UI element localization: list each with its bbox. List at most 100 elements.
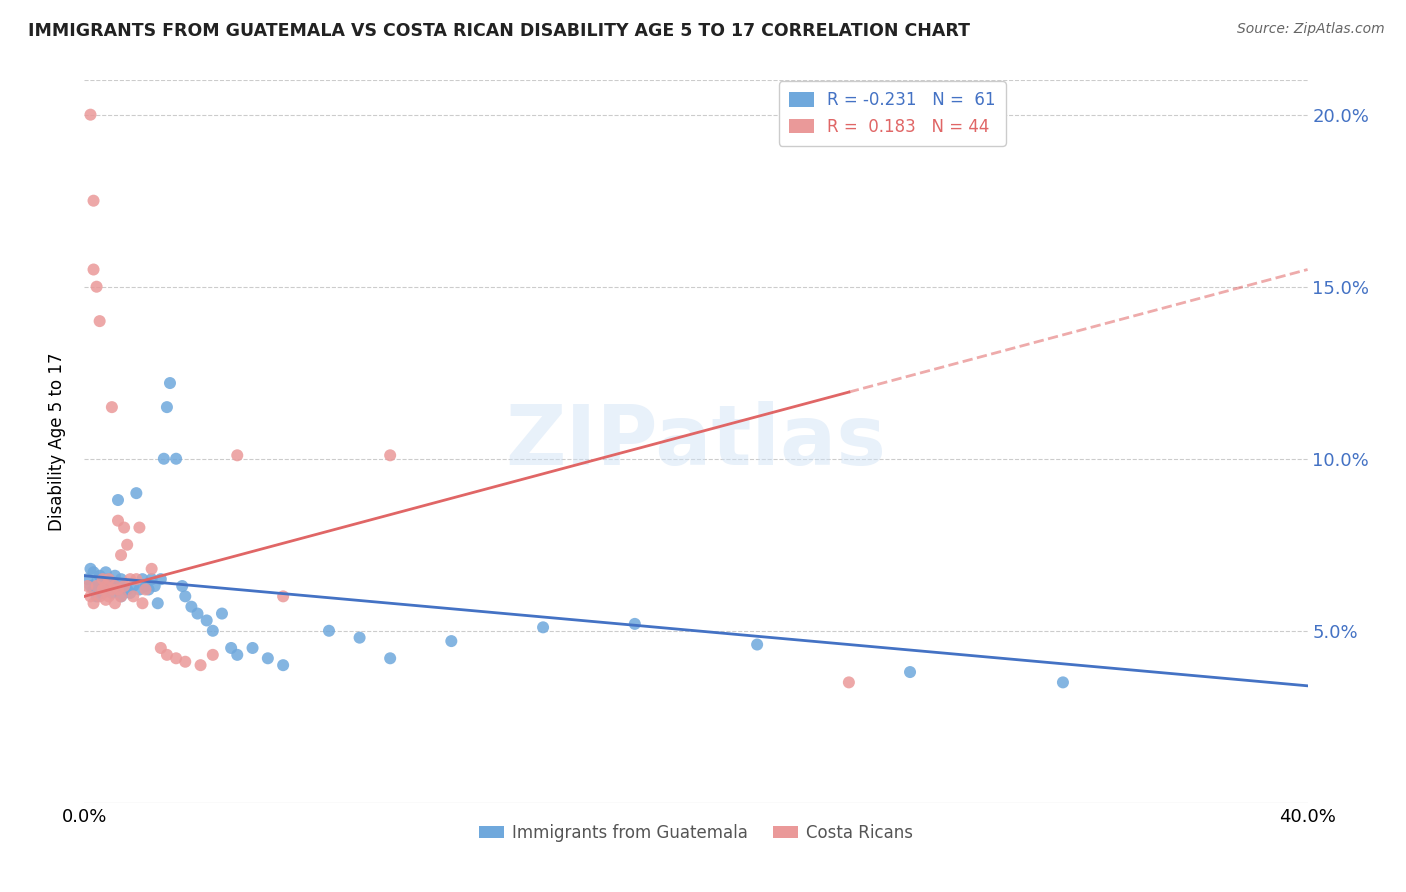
- Point: [91, 586, 114, 600]
- Point: [156, 400, 179, 414]
- Point: [79, 579, 101, 593]
- Point: [122, 590, 145, 604]
- Point: [86, 575, 108, 590]
- Point: [89, 568, 111, 582]
- Point: [898, 665, 921, 679]
- Point: [104, 579, 127, 593]
- Point: [146, 596, 169, 610]
- Point: [110, 572, 132, 586]
- Point: [86, 590, 108, 604]
- Point: [201, 624, 224, 638]
- Point: [257, 651, 280, 665]
- Point: [97, 572, 120, 586]
- Point: [349, 631, 371, 645]
- Point: [107, 493, 129, 508]
- Point: [94, 579, 117, 593]
- Point: [83, 194, 105, 208]
- Point: [195, 614, 218, 628]
- Legend: Immigrants from Guatemala, Costa Ricans: Immigrants from Guatemala, Costa Ricans: [472, 817, 920, 848]
- Point: [104, 579, 127, 593]
- Point: [107, 582, 129, 597]
- Point: [122, 579, 145, 593]
- Point: [101, 582, 124, 597]
- Point: [219, 640, 242, 655]
- Point: [89, 590, 111, 604]
- Point: [143, 579, 166, 593]
- Point: [97, 572, 120, 586]
- Point: [104, 568, 127, 582]
- Point: [156, 648, 179, 662]
- Point: [131, 572, 153, 586]
- Point: [242, 640, 264, 655]
- Point: [125, 486, 148, 500]
- Point: [83, 566, 105, 580]
- Point: [79, 562, 101, 576]
- Point: [838, 675, 860, 690]
- Point: [747, 638, 769, 652]
- Point: [624, 616, 647, 631]
- Point: [180, 599, 202, 614]
- Point: [149, 572, 172, 586]
- Point: [380, 448, 402, 462]
- Point: [128, 520, 150, 534]
- Point: [131, 596, 153, 610]
- Point: [138, 582, 160, 597]
- Point: [76, 579, 98, 593]
- Point: [110, 548, 132, 562]
- Point: [440, 634, 463, 648]
- Point: [226, 648, 249, 662]
- Text: Source: ZipAtlas.com: Source: ZipAtlas.com: [1237, 22, 1385, 37]
- Point: [89, 314, 111, 328]
- Point: [94, 579, 117, 593]
- Point: [120, 572, 142, 586]
- Point: [128, 582, 150, 597]
- Point: [380, 651, 402, 665]
- Point: [149, 640, 172, 655]
- Point: [174, 655, 197, 669]
- Point: [153, 451, 176, 466]
- Point: [271, 590, 294, 604]
- Point: [135, 579, 157, 593]
- Point: [135, 582, 157, 597]
- Point: [186, 607, 208, 621]
- Text: IMMIGRANTS FROM GUATEMALA VS COSTA RICAN DISABILITY AGE 5 TO 17 CORRELATION CHAR: IMMIGRANTS FROM GUATEMALA VS COSTA RICAN…: [28, 22, 970, 40]
- Point: [172, 579, 194, 593]
- Point: [531, 620, 554, 634]
- Point: [141, 562, 163, 576]
- Point: [101, 400, 124, 414]
- Point: [159, 376, 181, 390]
- Point: [79, 108, 101, 122]
- Point: [112, 520, 135, 534]
- Point: [107, 514, 129, 528]
- Point: [97, 590, 120, 604]
- Point: [318, 624, 340, 638]
- Point: [91, 572, 114, 586]
- Point: [115, 538, 138, 552]
- Point: [79, 590, 101, 604]
- Point: [201, 648, 224, 662]
- Point: [165, 451, 187, 466]
- Point: [76, 572, 98, 586]
- Point: [112, 579, 135, 593]
- Point: [190, 658, 212, 673]
- Point: [110, 590, 132, 604]
- Point: [141, 572, 163, 586]
- Point: [1052, 675, 1074, 690]
- Text: ZIPatlas: ZIPatlas: [506, 401, 886, 482]
- Point: [94, 566, 117, 580]
- Point: [174, 590, 197, 604]
- Point: [91, 582, 114, 597]
- Point: [86, 279, 108, 293]
- Point: [226, 448, 249, 462]
- Point: [83, 596, 105, 610]
- Point: [120, 586, 142, 600]
- Point: [89, 579, 111, 593]
- Point: [91, 572, 114, 586]
- Point: [271, 658, 294, 673]
- Point: [97, 582, 120, 597]
- Point: [107, 582, 129, 597]
- Point: [83, 262, 105, 277]
- Y-axis label: Disability Age 5 to 17: Disability Age 5 to 17: [48, 352, 66, 531]
- Point: [94, 592, 117, 607]
- Point: [165, 651, 187, 665]
